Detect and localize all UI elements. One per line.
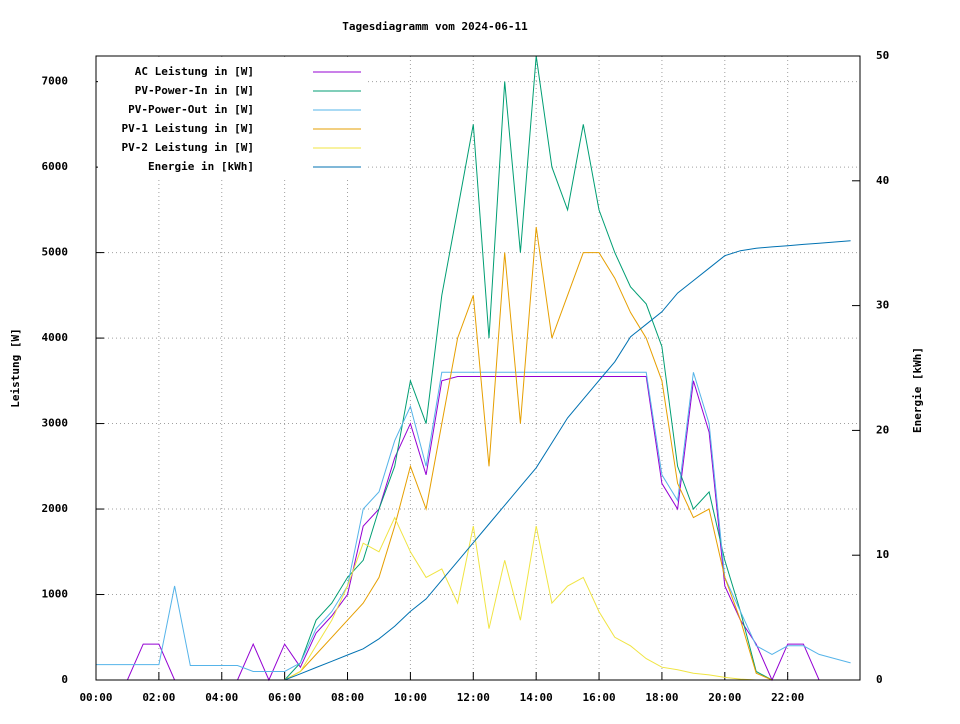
y2-tick-label: 50 bbox=[876, 49, 889, 62]
x-tick-label: 10:00 bbox=[394, 691, 427, 704]
x-tick-label: 00:00 bbox=[79, 691, 112, 704]
y-axis-label: Leistung [W] bbox=[9, 328, 22, 407]
x-tick-label: 16:00 bbox=[582, 691, 615, 704]
x-tick-label: 04:00 bbox=[205, 691, 238, 704]
y-tick-label: 7000 bbox=[42, 75, 69, 88]
legend-label: PV-Power-In in [W] bbox=[135, 84, 254, 97]
x-tick-label: 14:00 bbox=[520, 691, 553, 704]
x-tick-label: 18:00 bbox=[645, 691, 678, 704]
x-tick-label: 06:00 bbox=[268, 691, 301, 704]
grid: 0 1000 2000 3000 4000 5000 6000 7000 0 10 20 30 40 50… bbox=[42, 49, 890, 704]
plot-frame bbox=[95, 55, 861, 681]
legend: AC Leistung in [W] PV-Power-In in [W] PV-P… bbox=[98, 60, 368, 178]
y2-tick-label: 10 bbox=[876, 548, 889, 561]
y-tick-label: 0 bbox=[61, 673, 68, 686]
y-tick-label: 6000 bbox=[42, 160, 69, 173]
x-tick-label: 20:00 bbox=[708, 691, 741, 704]
y2-tick-label: 20 bbox=[876, 423, 889, 436]
y-tick-label: 3000 bbox=[42, 417, 69, 430]
legend-label: AC Leistung in [W] bbox=[135, 65, 254, 78]
x-tick-label: 12:00 bbox=[457, 691, 490, 704]
x-tick-label: 02:00 bbox=[142, 691, 175, 704]
y-tick-label: 2000 bbox=[42, 502, 69, 515]
legend-background bbox=[98, 60, 368, 178]
x-tick-label: 08:00 bbox=[331, 691, 364, 704]
x-tick-label: 22:00 bbox=[771, 691, 804, 704]
legend-label: PV-Power-Out in [W] bbox=[128, 103, 254, 116]
y2-tick-label: 30 bbox=[876, 299, 889, 312]
legend-label: PV-1 Leistung in [W] bbox=[122, 122, 254, 135]
y-tick-label: 4000 bbox=[42, 331, 69, 344]
legend-label: Energie in [kWh] bbox=[148, 160, 254, 173]
y2-tick-label: 40 bbox=[876, 174, 889, 187]
chart-title: Tagesdiagramm vom 2024-06-11 bbox=[342, 20, 528, 33]
legend-label: PV-2 Leistung in [W] bbox=[122, 141, 254, 154]
y2-axis-label: Energie [kWh] bbox=[911, 347, 924, 433]
y2-tick-label: 0 bbox=[876, 673, 883, 686]
y-tick-label: 1000 bbox=[42, 588, 69, 601]
y-tick-label: 5000 bbox=[42, 246, 69, 259]
